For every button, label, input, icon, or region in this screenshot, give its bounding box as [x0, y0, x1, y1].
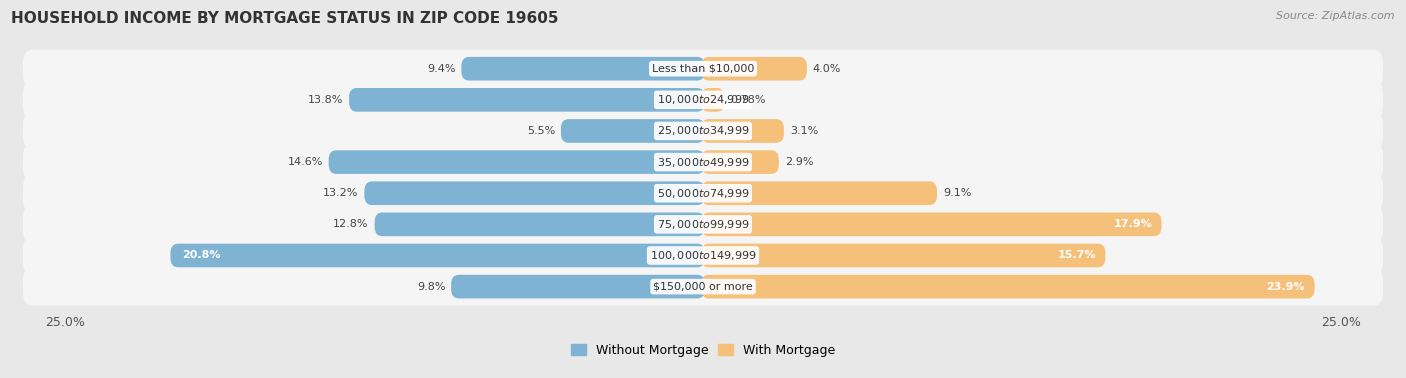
- Text: 2.9%: 2.9%: [785, 157, 813, 167]
- Text: $10,000 to $24,999: $10,000 to $24,999: [657, 93, 749, 106]
- Text: 15.7%: 15.7%: [1057, 251, 1095, 260]
- Text: $35,000 to $49,999: $35,000 to $49,999: [657, 156, 749, 169]
- Text: 3.1%: 3.1%: [790, 126, 818, 136]
- Text: $100,000 to $149,999: $100,000 to $149,999: [650, 249, 756, 262]
- FancyBboxPatch shape: [22, 237, 1384, 274]
- FancyBboxPatch shape: [702, 150, 779, 174]
- FancyBboxPatch shape: [702, 244, 1105, 267]
- FancyBboxPatch shape: [22, 174, 1384, 212]
- Text: 9.4%: 9.4%: [427, 64, 456, 74]
- Text: 12.8%: 12.8%: [333, 219, 368, 229]
- FancyBboxPatch shape: [702, 57, 807, 81]
- FancyBboxPatch shape: [22, 143, 1384, 181]
- FancyBboxPatch shape: [702, 88, 724, 112]
- FancyBboxPatch shape: [374, 212, 704, 236]
- Text: 17.9%: 17.9%: [1114, 219, 1152, 229]
- Text: 5.5%: 5.5%: [527, 126, 555, 136]
- FancyBboxPatch shape: [702, 181, 936, 205]
- Text: Source: ZipAtlas.com: Source: ZipAtlas.com: [1277, 11, 1395, 21]
- FancyBboxPatch shape: [702, 212, 1161, 236]
- FancyBboxPatch shape: [22, 112, 1384, 150]
- FancyBboxPatch shape: [561, 119, 704, 143]
- FancyBboxPatch shape: [461, 57, 704, 81]
- FancyBboxPatch shape: [329, 150, 704, 174]
- FancyBboxPatch shape: [451, 275, 704, 299]
- Text: 9.8%: 9.8%: [416, 282, 446, 291]
- Text: $150,000 or more: $150,000 or more: [654, 282, 752, 291]
- FancyBboxPatch shape: [22, 81, 1384, 119]
- FancyBboxPatch shape: [702, 275, 1315, 299]
- FancyBboxPatch shape: [22, 268, 1384, 305]
- Text: $50,000 to $74,999: $50,000 to $74,999: [657, 187, 749, 200]
- FancyBboxPatch shape: [364, 181, 704, 205]
- Text: 13.2%: 13.2%: [323, 188, 359, 198]
- FancyBboxPatch shape: [702, 119, 785, 143]
- Text: 20.8%: 20.8%: [183, 251, 221, 260]
- Text: 23.9%: 23.9%: [1267, 282, 1305, 291]
- Text: Less than $10,000: Less than $10,000: [652, 64, 754, 74]
- Text: 0.78%: 0.78%: [731, 95, 766, 105]
- Text: 14.6%: 14.6%: [287, 157, 323, 167]
- Text: 4.0%: 4.0%: [813, 64, 841, 74]
- Legend: Without Mortgage, With Mortgage: Without Mortgage, With Mortgage: [565, 339, 841, 362]
- FancyBboxPatch shape: [22, 50, 1384, 88]
- Text: $25,000 to $34,999: $25,000 to $34,999: [657, 124, 749, 138]
- Text: 13.8%: 13.8%: [308, 95, 343, 105]
- FancyBboxPatch shape: [22, 205, 1384, 243]
- FancyBboxPatch shape: [349, 88, 704, 112]
- Text: 9.1%: 9.1%: [943, 188, 972, 198]
- Text: HOUSEHOLD INCOME BY MORTGAGE STATUS IN ZIP CODE 19605: HOUSEHOLD INCOME BY MORTGAGE STATUS IN Z…: [11, 11, 558, 26]
- FancyBboxPatch shape: [170, 244, 704, 267]
- Text: $75,000 to $99,999: $75,000 to $99,999: [657, 218, 749, 231]
